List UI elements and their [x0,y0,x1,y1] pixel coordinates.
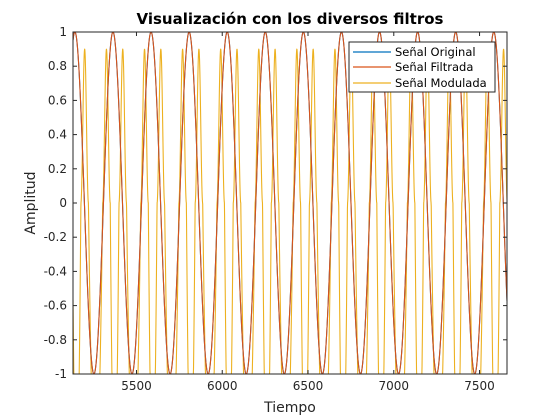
y-tick-label: -1 [55,367,67,381]
y-tick-label: 0.6 [48,93,67,107]
x-tick-label: 6000 [207,379,238,393]
x-axis-ticks: 5500 6000 6500 7000 7500 [121,32,495,393]
y-tick-label: -0.2 [44,230,67,244]
y-tick-label: 0.4 [48,128,67,142]
legend-label-modulada: Señal Modulada [395,76,487,90]
legend-label-original: Señal Original [395,45,476,59]
x-tick-label: 7000 [379,379,410,393]
y-tick-label: 0.2 [48,162,67,176]
x-tick-label: 5500 [121,379,152,393]
y-tick-label: -0.6 [44,299,67,313]
chart-title: Visualización con los diversos filtros [137,10,444,28]
y-axis-ticks: -1 -0.8 -0.6 -0.4 -0.2 0 0.2 0.4 0.6 0.8 1 [44,25,507,381]
legend-label-filtrada: Señal Filtrada [395,60,473,74]
y-tick-label: -0.8 [44,333,67,347]
y-tick-label: 0 [59,196,67,210]
y-axis-label: Amplitud [23,171,39,234]
y-tick-label: 0.8 [48,59,67,73]
legend: Señal Original Señal Filtrada Señal Modu… [348,41,496,93]
series-layer [73,32,507,374]
x-axis-label: Tiempo [263,400,316,416]
x-tick-label: 7500 [464,379,495,393]
y-tick-label: 1 [59,25,67,39]
x-tick-label: 6500 [293,379,324,393]
series-line-filtrada [73,32,507,374]
y-tick-label: -0.4 [44,264,67,278]
series-line-modulada [73,48,507,374]
